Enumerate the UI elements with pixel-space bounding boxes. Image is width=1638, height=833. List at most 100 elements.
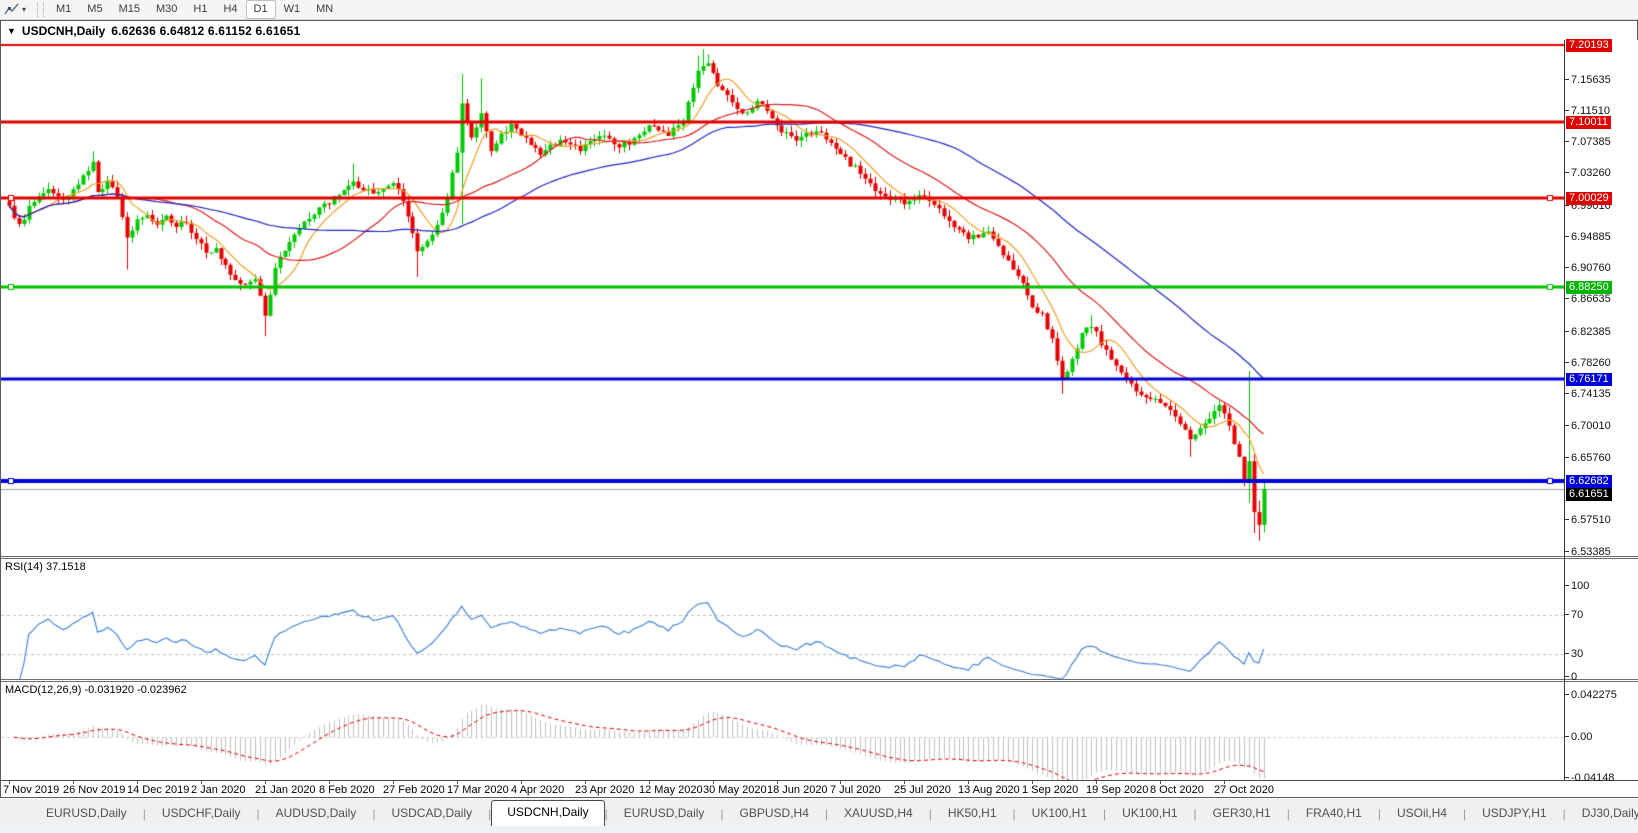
timeframe-button-h4[interactable]: H4 [215, 0, 245, 19]
date-axis-label: 18 Jun 2020 [767, 784, 828, 796]
panel-separator-rsi[interactable] [1, 556, 1638, 559]
tab-separator: | [256, 807, 260, 821]
macd-axis-tick: 0.042275 [1565, 689, 1617, 701]
panel-separator-macd[interactable] [1, 679, 1638, 682]
date-axis-label: 23 Apr 2020 [575, 784, 635, 796]
price-axis-tick: 6.65760 [1565, 452, 1611, 464]
rsi-axis-tick: 0 [1565, 671, 1577, 683]
price-chart-canvas[interactable] [1, 40, 1564, 556]
timeframe-button-d1[interactable]: D1 [245, 0, 276, 19]
rsi-axis-tick: 70 [1565, 609, 1583, 621]
date-axis[interactable]: 7 Nov 2019 26 Nov 2019 14 Dec 2019 2 Jan 20… [1, 780, 1638, 797]
date-axis-tick [1224, 781, 1225, 784]
chart-tab-eurusd-daily[interactable]: EURUSD,Daily [623, 806, 705, 820]
chart-tab-ger30-h1[interactable]: GER30,H1 [1212, 806, 1271, 820]
price-axis-tick: 6.74135 [1565, 388, 1611, 400]
rsi-axis-tick: 100 [1565, 580, 1589, 592]
level-price-badge: 6.76171 [1566, 373, 1612, 386]
timeframe-button-m30[interactable]: M30 [148, 0, 185, 19]
price-axis-tick: 6.70010 [1565, 420, 1611, 432]
chart-tab-eurusd-daily[interactable]: EURUSD,Daily [46, 806, 127, 820]
price-axis-tick: 7.03260 [1565, 167, 1611, 179]
chart-tab-uk100-h1[interactable]: UK100,H1 [1031, 806, 1088, 820]
chart-tab-usdchf-daily[interactable]: USDCHF,Daily [161, 806, 241, 820]
date-axis-label: 2 Jan 2020 [191, 784, 246, 796]
level-price-badge: 7.10011 [1566, 116, 1611, 129]
tab-separator: | [142, 807, 146, 821]
tab-separator: | [1012, 807, 1016, 821]
date-axis-label: 7 Jul 2020 [830, 784, 881, 796]
chart-tab-usoil-h4[interactable]: USOil,H4 [1396, 806, 1447, 820]
tab-separator: | [824, 807, 829, 821]
macd-axis-tick: 0.00 [1565, 731, 1592, 743]
tab-separator: | [1377, 807, 1381, 821]
chart-tab-gbpusd-h4[interactable]: GBPUSD,H4 [739, 806, 809, 820]
date-axis-label: 25 Jul 2020 [894, 784, 951, 796]
timeframe-button-h1[interactable]: H1 [185, 0, 215, 19]
date-axis-label: 27 Feb 2020 [383, 784, 445, 796]
tab-separator: | [928, 807, 932, 821]
status-strip [0, 826, 1638, 833]
toolbar-grip-handle[interactable] [37, 2, 45, 17]
chart-tab-xauusd-h4[interactable]: XAUUSD,H4 [844, 806, 913, 820]
price-axis-tick: 7.11510 [1565, 105, 1610, 117]
date-axis-tick [393, 781, 394, 784]
chart-tab-usdcnh-daily[interactable]: USDCNH,Daily [491, 800, 605, 826]
price-axis-tick: 6.78260 [1565, 357, 1611, 369]
tab-separator: | [1193, 807, 1197, 821]
tab-separator: | [1562, 807, 1566, 821]
chart-cursor-icon [4, 3, 19, 15]
date-axis-tick [73, 781, 74, 784]
chart-title-bar: ▼ USDCNH,Daily 6.62636 6.64812 6.61152 6… [1, 21, 1637, 40]
date-axis-label: 14 Dec 2019 [127, 784, 190, 796]
date-axis-label: 12 May 2020 [639, 784, 703, 796]
timeframe-button-m1[interactable]: M1 [48, 0, 79, 19]
timeframe-button-mn[interactable]: MN [308, 0, 341, 19]
date-axis-label: 7 Nov 2019 [3, 784, 60, 796]
chart-tab-uk100-h1[interactable]: UK100,H1 [1122, 806, 1178, 820]
chart-tab-audusd-daily[interactable]: AUDUSD,Daily [275, 806, 357, 820]
timeframe-button-m15[interactable]: M15 [111, 0, 148, 19]
macd-chart-canvas[interactable] [1, 682, 1564, 780]
price-axis-border [1564, 40, 1565, 780]
date-axis-label: 30 May 2020 [703, 784, 767, 796]
tab-separator: | [488, 807, 492, 821]
tab-separator: | [1103, 807, 1107, 821]
chart-tab-fra40-h1[interactable]: FRA40,H1 [1305, 806, 1362, 820]
price-axis-tick: 6.82385 [1565, 326, 1611, 338]
level-price-badge: 6.62682 [1566, 475, 1612, 488]
macd-panel: MACD(12,26,9) -0.031920 -0.023962 0.0422… [1, 682, 1638, 784]
chart-tab-dj30-daily[interactable]: DJ30,Daily [1581, 806, 1638, 820]
date-axis-tick [201, 781, 202, 784]
toolbar: ▾ M1 M5 M15 M30 H1 H4 D1 W1 MN [0, 0, 1638, 20]
date-axis-tick [137, 781, 138, 784]
rsi-chart-canvas[interactable] [1, 559, 1564, 679]
date-axis-tick [777, 781, 778, 784]
timeframe-button-m5[interactable]: M5 [79, 0, 110, 19]
date-axis-label: 1 Sep 2020 [1022, 784, 1079, 796]
date-axis-label: 21 Jan 2020 [255, 784, 316, 796]
date-axis-tick [649, 781, 650, 784]
date-axis-label: 27 Oct 2020 [1214, 784, 1274, 796]
chart-dropdown-icon[interactable]: ▼ [7, 25, 16, 36]
rsi-label: RSI(14) 37.1518 [5, 561, 86, 573]
chart-tab-hk50-h1[interactable]: HK50,H1 [947, 806, 997, 820]
chart-cursor-tool-button[interactable]: ▾ [0, 1, 31, 19]
date-axis-label: 19 Sep 2020 [1086, 784, 1149, 796]
chart-window: ▼ USDCNH,Daily 6.62636 6.64812 6.61152 6… [0, 20, 1638, 798]
date-axis-tick [713, 781, 714, 784]
chevron-down-icon: ▾ [22, 4, 27, 14]
price-axis-tick: 7.07385 [1565, 136, 1611, 148]
chart-tab-bar: EURUSD,Daily | USDCHF,Daily | AUDUSD,Daily | U… [0, 798, 1638, 826]
timeframe-button-w1[interactable]: W1 [276, 0, 309, 19]
price-axis-tick: 6.94885 [1565, 231, 1611, 243]
date-axis-tick [1160, 781, 1161, 784]
date-axis-tick [585, 781, 586, 784]
date-axis-tick [840, 781, 841, 784]
chart-tab-usdcad-daily[interactable]: USDCAD,Daily [391, 806, 473, 820]
chart-tab-usdjpy-h1[interactable]: USDJPY,H1 [1482, 806, 1547, 820]
date-axis-tick [329, 781, 330, 784]
date-axis-label: 4 Apr 2020 [511, 784, 565, 796]
chart-symbol-label: USDCNH,Daily [21, 23, 106, 38]
